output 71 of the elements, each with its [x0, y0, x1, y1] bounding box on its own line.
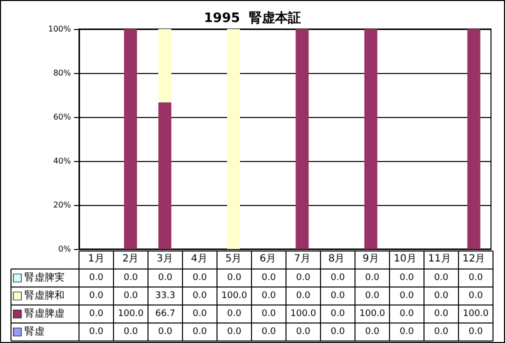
- data-label: 0.0: [227, 309, 242, 319]
- data-label: 0.0: [192, 291, 208, 301]
- data-label: 0.0: [330, 273, 346, 283]
- x-tick-label: 5月: [225, 254, 242, 264]
- data-label: 0.0: [89, 291, 104, 301]
- data-label: 0.0: [124, 273, 138, 283]
- x-tick-label: 4月: [190, 254, 208, 264]
- chart-title: 1995 腎虚本証: [204, 10, 302, 26]
- legend-label: 腎虚: [24, 326, 44, 338]
- x-tick-label: 12月: [462, 254, 486, 264]
- data-label: 0.0: [227, 327, 242, 337]
- x-tick-label: 11月: [428, 254, 451, 264]
- y-tick-label: 40%: [53, 156, 72, 166]
- data-label: 0.0: [468, 273, 484, 283]
- legend-label: 腎虚脾実: [24, 272, 64, 284]
- x-tick-label: 6月: [260, 254, 276, 264]
- data-label: 100.0: [118, 309, 144, 319]
- data-label: 0.0: [434, 291, 449, 301]
- x-tick-label: 2月: [122, 254, 139, 264]
- data-label: 0.0: [158, 273, 173, 283]
- y-tick-label: 100%: [48, 24, 72, 34]
- data-label: 0.0: [434, 309, 449, 319]
- data-label: 0.0: [262, 309, 276, 319]
- y-tick-label: 60%: [53, 112, 72, 122]
- data-label: 0.0: [158, 327, 173, 337]
- data-label: 0.0: [330, 327, 346, 337]
- data-label: 0.0: [89, 273, 104, 283]
- legend-label: 腎虚脾和: [24, 290, 64, 302]
- data-label: 0.0: [365, 273, 380, 283]
- x-tick-label: 8月: [328, 254, 345, 264]
- data-label: 0.0: [365, 327, 380, 337]
- data-label: 0.0: [124, 327, 138, 337]
- y-tick-label: 20%: [53, 200, 72, 210]
- data-label: 0.0: [434, 273, 449, 283]
- data-label: 0.0: [400, 309, 414, 319]
- data-label: 0.0: [296, 327, 311, 337]
- data-label: 0.0: [296, 291, 311, 301]
- data-label: 0.0: [400, 273, 414, 283]
- data-label: 100.0: [359, 309, 386, 319]
- y-tick-label: 0%: [58, 244, 72, 254]
- x-tick-label: 3月: [156, 254, 174, 264]
- data-label: 100.0: [290, 309, 316, 319]
- data-label: 0.0: [192, 327, 208, 337]
- data-label: 0.0: [262, 273, 276, 283]
- data-label: 0.0: [400, 291, 414, 301]
- data-label: 0.0: [227, 273, 242, 283]
- data-label: 0.0: [365, 291, 380, 301]
- data-label: 0.0: [192, 273, 208, 283]
- data-label: 100.0: [462, 309, 489, 319]
- data-label: 0.0: [89, 309, 104, 319]
- x-tick-label: 10月: [394, 254, 417, 264]
- data-label: 0.0: [296, 273, 311, 283]
- data-label: 100.0: [221, 291, 248, 301]
- data-label: 33.3: [155, 291, 176, 301]
- data-label: 0.0: [89, 327, 104, 337]
- data-label: 0.0: [262, 327, 276, 337]
- data-label: 0.0: [400, 327, 414, 337]
- data-label: 0.0: [330, 309, 346, 319]
- x-tick-label: 1月: [88, 254, 104, 264]
- y-tick-label: 80%: [53, 68, 72, 78]
- data-label: 0.0: [192, 309, 208, 319]
- data-label: 0.0: [262, 291, 276, 301]
- data-label: 0.0: [468, 291, 484, 301]
- data-label: 0.0: [468, 327, 484, 337]
- x-tick-label: 7月: [294, 254, 310, 264]
- data-label: 0.0: [434, 327, 449, 337]
- data-label: 0.0: [330, 291, 346, 301]
- data-label: 66.7: [155, 309, 176, 319]
- data-label: 0.0: [124, 291, 138, 301]
- x-tick-label: 9月: [362, 254, 380, 264]
- legend-label: 腎虚脾虚: [24, 308, 64, 320]
